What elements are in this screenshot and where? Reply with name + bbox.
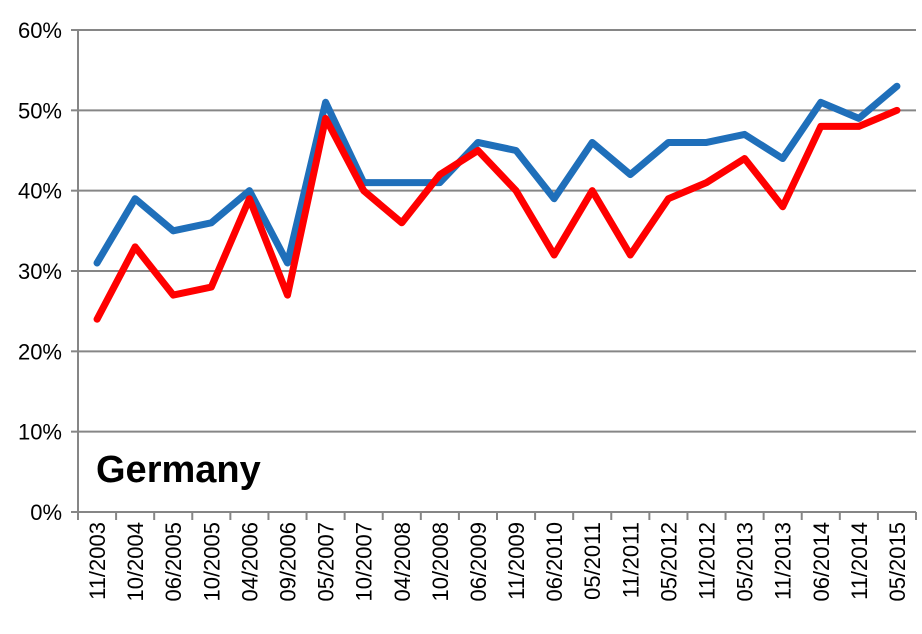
y-tick-label: 0% bbox=[30, 500, 62, 525]
line bbox=[93, 82, 901, 267]
x-tick-label: 11/2013 bbox=[771, 522, 796, 600]
annotation: Germany bbox=[96, 449, 261, 491]
line bbox=[93, 106, 901, 323]
x-tick-label: 05/2013 bbox=[733, 522, 758, 602]
x-tick-label: 06/2009 bbox=[466, 522, 491, 602]
x-tick-label: 10/2004 bbox=[123, 522, 148, 602]
x-tick-label: 06/2010 bbox=[542, 522, 567, 602]
x-tick-label: 06/2014 bbox=[809, 522, 834, 602]
y-tick-label: 50% bbox=[18, 98, 62, 123]
x-tick-label: 10/2007 bbox=[352, 522, 377, 602]
x-tick-label: 05/2007 bbox=[314, 522, 339, 602]
x-tick-label: 05/2011 bbox=[580, 522, 605, 600]
y-tick-label: 30% bbox=[18, 259, 62, 284]
y-tick-label: 10% bbox=[18, 420, 62, 445]
x-tick-label: 11/2009 bbox=[504, 522, 529, 600]
y-tick-label: 20% bbox=[18, 339, 62, 364]
x-tick-label: 11/2012 bbox=[695, 522, 720, 600]
x-tick-label: 11/2003 bbox=[85, 522, 110, 600]
x-tick-label: 09/2006 bbox=[276, 522, 301, 602]
x-tick-label: 05/2012 bbox=[656, 522, 681, 602]
x-tick-label: 04/2006 bbox=[237, 522, 262, 602]
x-tick-label: 06/2005 bbox=[161, 522, 186, 602]
y-tick-label: 60% bbox=[18, 18, 62, 43]
x-tick-label: 05/2015 bbox=[885, 522, 910, 602]
x-tick-label: 10/2008 bbox=[428, 522, 453, 602]
x-tick-label: 11/2011 bbox=[618, 522, 643, 598]
x-tick-label: 11/2014 bbox=[847, 522, 872, 600]
y-tick-label: 40% bbox=[18, 179, 62, 204]
x-tick-label: 04/2008 bbox=[390, 522, 415, 602]
x-tick-label: 10/2005 bbox=[199, 522, 224, 602]
